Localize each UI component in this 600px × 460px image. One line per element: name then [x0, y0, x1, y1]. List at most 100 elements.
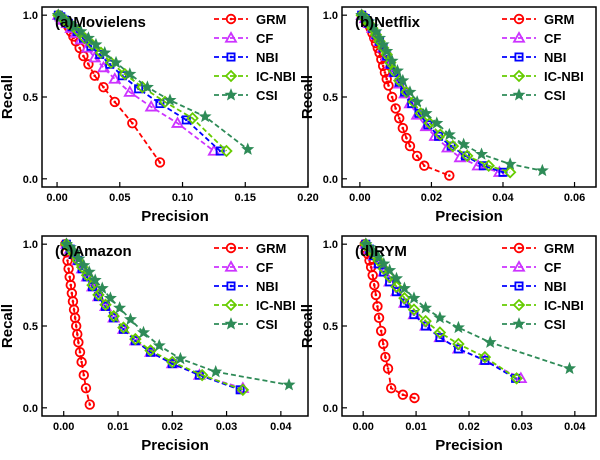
data-point-center: [517, 246, 521, 250]
data-point: [224, 69, 238, 83]
data-point: [373, 31, 387, 44]
data-point: [535, 163, 549, 177]
series-line-grm: [64, 244, 91, 405]
data-point: [385, 54, 399, 67]
data-point-center: [229, 55, 233, 59]
data-point: [419, 106, 433, 119]
y-tick-label: 0.0: [23, 174, 38, 186]
data-point-center: [449, 144, 453, 148]
data-point-center: [382, 270, 386, 274]
data-point: [137, 325, 151, 339]
data-point: [390, 271, 403, 285]
data-point-center: [98, 53, 101, 56]
data-point-center: [410, 102, 413, 105]
legend-label: IC-NBI: [256, 69, 296, 84]
series-line-csi: [365, 243, 570, 370]
data-point-center: [379, 329, 383, 333]
data-point: [225, 13, 237, 25]
data-point-center: [517, 55, 521, 59]
data-point: [430, 116, 444, 129]
data-point: [198, 109, 212, 123]
legend-item-cf: CF: [214, 31, 273, 46]
data-point: [82, 265, 96, 278]
x-tick-label: 0.10: [172, 192, 193, 204]
data-point: [235, 385, 245, 395]
data-point: [498, 167, 508, 177]
data-point: [460, 149, 474, 163]
data-point: [170, 116, 185, 128]
data-point: [446, 139, 460, 153]
data-point: [380, 351, 391, 363]
data-point: [383, 80, 394, 91]
data-point-center: [385, 77, 389, 81]
data-point-center: [82, 54, 85, 58]
data-point-center: [417, 112, 421, 115]
series-markers-csi: [355, 8, 549, 177]
data-point: [407, 291, 421, 304]
y-tick-label: 0.5: [23, 321, 38, 333]
data-point-center: [408, 144, 412, 148]
x-tick-label: 0.02: [162, 421, 183, 433]
data-point-center: [517, 17, 521, 21]
data-point-center: [198, 373, 201, 377]
data-point-center: [389, 386, 393, 390]
data-point-center: [369, 265, 373, 269]
data-point-center: [376, 305, 379, 308]
data-point: [224, 298, 238, 312]
data-point: [362, 14, 376, 28]
data-point: [394, 113, 405, 124]
data-point: [452, 337, 465, 351]
data-point: [215, 146, 225, 156]
data-point: [76, 356, 87, 368]
legend-label: NBI: [544, 50, 566, 65]
data-point: [403, 85, 417, 98]
data-point: [68, 245, 82, 258]
data-point: [241, 142, 255, 155]
series-line-nbi: [65, 243, 241, 391]
data-point: [383, 263, 397, 276]
data-point-center: [378, 40, 381, 43]
data-point-center: [384, 355, 387, 359]
legend-label: CF: [544, 31, 561, 46]
y-axis-label: Recall: [299, 75, 316, 119]
data-point: [74, 24, 88, 38]
x-tick-label: 0.01: [107, 421, 128, 433]
legend-item-grm: GRM: [502, 12, 574, 27]
data-point: [563, 361, 577, 375]
data-point: [378, 338, 389, 350]
legend-label: GRM: [256, 12, 286, 27]
plot-area: [359, 237, 577, 404]
data-point-center: [405, 136, 408, 140]
panel-title: (c)Amazon: [55, 243, 132, 260]
data-point: [107, 309, 120, 323]
y-axis-label: Recall: [299, 304, 316, 348]
data-point: [224, 260, 238, 272]
data-point-center: [77, 341, 80, 344]
data-point-center: [371, 273, 374, 277]
data-point: [409, 392, 420, 404]
y-axis-label: Recall: [0, 304, 16, 348]
data-point: [195, 368, 209, 382]
data-point: [370, 289, 382, 301]
data-point: [372, 301, 383, 312]
data-point-center: [85, 275, 89, 279]
data-point: [419, 314, 432, 328]
plot-area: [51, 8, 255, 168]
data-point: [98, 45, 112, 59]
legend-item-csi: CSI: [502, 317, 566, 332]
data-point-center: [93, 74, 96, 78]
data-point: [513, 13, 525, 25]
legend-item-ic-nbi: IC-NBI: [214, 298, 296, 313]
legend-item-ic-nbi: IC-NBI: [214, 69, 296, 84]
data-point: [152, 338, 166, 352]
data-point-center: [82, 373, 86, 377]
panel-title: (b)Netflix: [355, 14, 421, 31]
data-point-center: [89, 45, 93, 48]
data-point-center: [381, 342, 385, 346]
data-point: [78, 369, 90, 381]
data-point: [225, 242, 237, 254]
data-point: [397, 122, 409, 134]
data-point-center: [97, 295, 100, 298]
series-line-nbi: [365, 243, 517, 380]
